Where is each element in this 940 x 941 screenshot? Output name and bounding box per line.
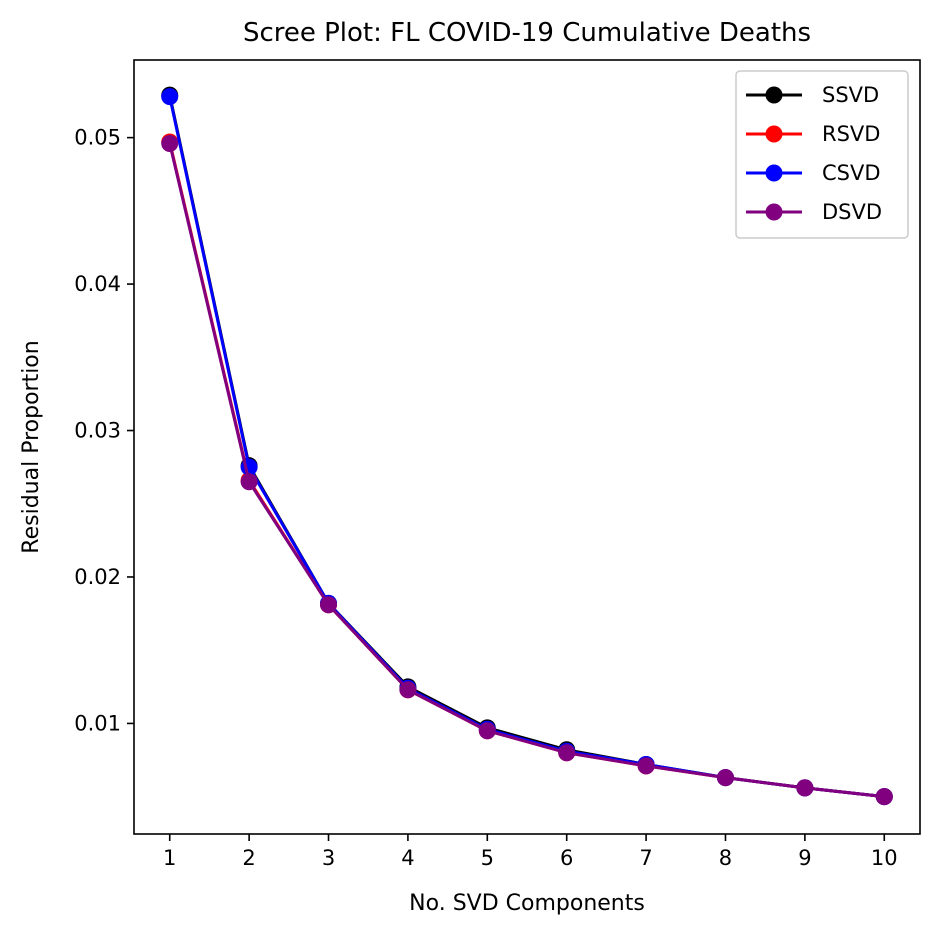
x-tick-label: 5 — [481, 846, 494, 870]
data-point-dsvd — [320, 596, 338, 614]
legend-label: SSVD — [822, 83, 879, 107]
y-tick-label: 0.03 — [74, 419, 121, 443]
y-axis-label: Residual Proportion — [19, 340, 44, 553]
x-tick-label: 7 — [639, 846, 652, 870]
plot-area — [161, 86, 893, 806]
legend-box — [735, 70, 909, 239]
data-point-dsvd — [558, 744, 576, 762]
y-tick-label: 0.05 — [74, 126, 121, 150]
legend-entry-rsvd: RSVD — [746, 122, 880, 146]
legend-marker — [765, 125, 783, 143]
data-point-dsvd — [478, 722, 496, 740]
legend-label: DSVD — [822, 200, 882, 224]
data-point-dsvd — [637, 757, 655, 775]
y-tick-label: 0.02 — [74, 565, 121, 589]
x-tick-label: 2 — [242, 846, 255, 870]
x-tick-label: 6 — [560, 846, 573, 870]
data-point-dsvd — [875, 788, 893, 806]
y-tick-label: 0.04 — [74, 272, 121, 296]
data-point-dsvd — [399, 681, 417, 699]
x-tick-label: 9 — [798, 846, 811, 870]
data-point-csvd — [161, 88, 179, 106]
axes-frame — [133, 59, 921, 835]
x-tick-label: 8 — [719, 846, 732, 870]
legend: SSVD RSVD CSVD DSVD — [735, 70, 909, 239]
series-line-dsvd — [168, 143, 885, 799]
x-axis-label: No. SVD Components — [409, 891, 645, 916]
axes: 1 2 3 4 5 6 7 8 9 10 0.01 0.02 0.03 0.04 0.05 — [74, 59, 921, 870]
data-point-dsvd — [240, 473, 258, 491]
legend-entry-csvd: CSVD — [746, 161, 881, 185]
legend-marker — [765, 203, 783, 221]
legend-entry-ssvd: SSVD — [746, 83, 879, 107]
x-tick-label: 3 — [322, 846, 335, 870]
data-point-dsvd — [716, 769, 734, 787]
x-tick-label: 10 — [871, 846, 898, 870]
legend-entry-dsvd: DSVD — [746, 200, 882, 224]
legend-marker — [765, 164, 783, 182]
x-tick-label: 4 — [401, 846, 414, 870]
x-tick-label: 1 — [163, 846, 176, 870]
legend-marker — [765, 86, 783, 104]
legend-label: CSVD — [822, 161, 881, 185]
legend-label: RSVD — [822, 122, 880, 146]
series-dsvd — [161, 134, 893, 806]
data-point-dsvd — [161, 134, 179, 152]
data-point-dsvd — [796, 779, 814, 797]
y-tick-label: 0.01 — [74, 711, 121, 735]
chart-title: Scree Plot: FL COVID-19 Cumulative Death… — [243, 18, 811, 48]
